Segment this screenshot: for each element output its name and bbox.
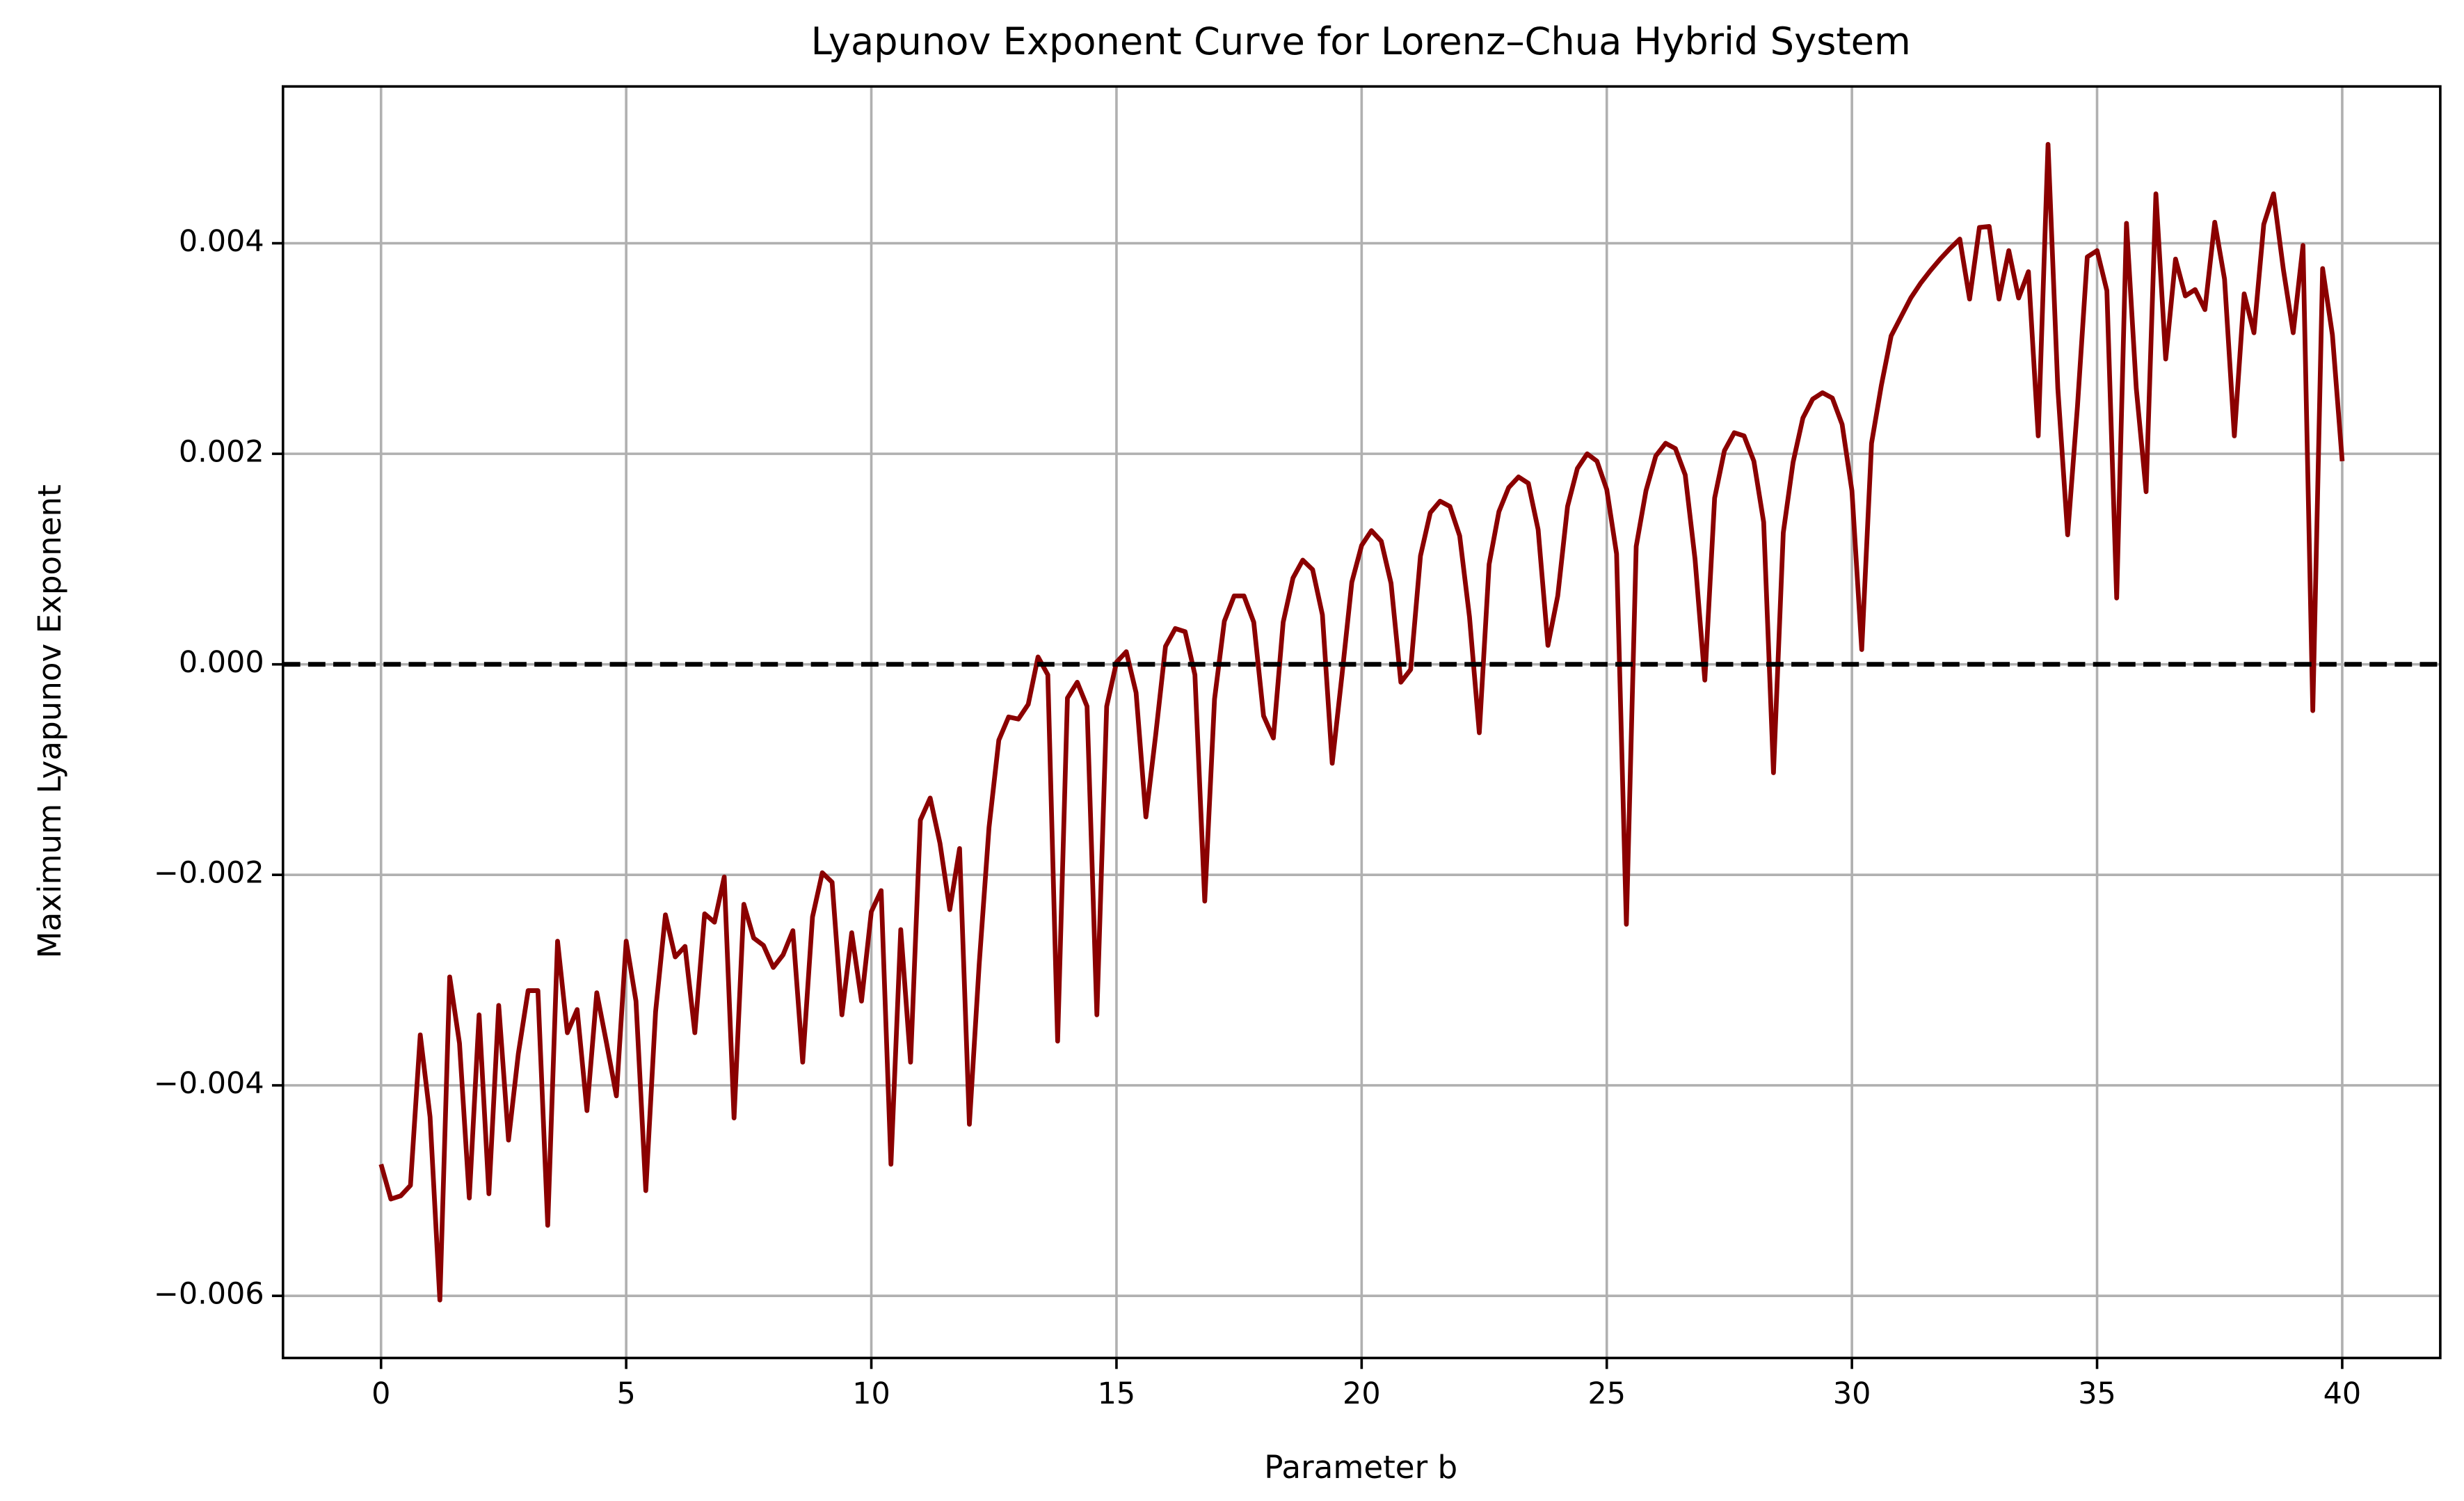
data-line [378,142,2345,1303]
y-tick-label: 0.000 [179,645,264,680]
plot-frame [281,85,2442,1360]
x-tick-label: 20 [1343,1376,1381,1411]
y-tick-label: 0.004 [179,224,264,259]
x-tick-label: 40 [2323,1376,2362,1411]
y-axis-label: Maximum Lyapunov Exponent [31,484,68,958]
x-tick-label: 25 [1587,1376,1626,1411]
x-tick-label: 5 [616,1376,635,1411]
x-tick-label: 35 [2078,1376,2116,1411]
x-tick-label: 0 [371,1376,390,1411]
y-tick-label: −0.004 [154,1066,264,1101]
x-tick-label: 30 [1833,1376,1871,1411]
x-tick-label: 10 [852,1376,890,1411]
chart-title: Lyapunov Exponent Curve for Lorenz–Chua … [811,19,1911,63]
x-axis-label: Parameter b [1264,1449,1457,1486]
y-tick-label: 0.002 [179,435,264,470]
x-tick-label: 15 [1098,1376,1136,1411]
y-tick-label: −0.002 [154,856,264,891]
y-tick-label: −0.006 [154,1277,264,1312]
